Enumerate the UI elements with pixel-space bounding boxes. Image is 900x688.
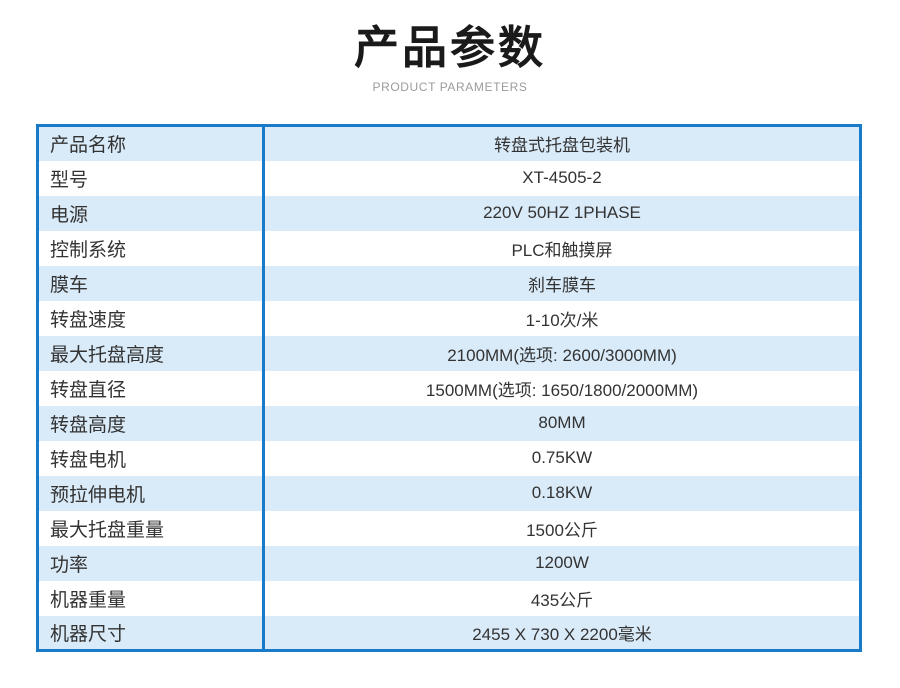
table-row: 机器重量 435公斤 xyxy=(37,580,861,616)
param-value: 1-10次/米 xyxy=(525,310,599,330)
param-value: 1200W xyxy=(535,553,589,572)
param-value: 0.18KW xyxy=(531,483,593,502)
param-value: 0.75KW xyxy=(531,448,593,467)
param-value: PLC和触摸屏 xyxy=(511,240,613,260)
table-row: 产品名称 转盘式托盘包装机 xyxy=(37,125,861,161)
param-value: 80MM xyxy=(538,413,586,432)
param-label: 电源 xyxy=(37,195,265,231)
param-label: 最大托盘重量 xyxy=(37,510,265,546)
table-row: 型号 XT-4505-2 xyxy=(37,160,861,196)
table-row: 机器尺寸 2455 X 730 X 2200毫米 xyxy=(37,615,861,651)
table-row: 预拉伸电机 0.18KW xyxy=(37,475,861,511)
page-subtitle: PRODUCT PARAMETERS xyxy=(372,79,528,94)
param-label: 型号 xyxy=(37,160,265,196)
param-label: 转盘电机 xyxy=(37,440,265,476)
page-title: 产品参数 xyxy=(353,22,546,73)
param-label: 预拉伸电机 xyxy=(37,475,265,511)
param-label: 产品名称 xyxy=(37,125,265,161)
param-label: 机器重量 xyxy=(37,580,265,616)
parameters-table-body: 产品名称 转盘式托盘包装机 型号 XT-4505-2 电源 220V 50HZ … xyxy=(37,125,861,651)
param-value: 1500公斤 xyxy=(526,520,598,540)
table-row: 控制系统 PLC和触摸屏 xyxy=(37,230,861,266)
table-row: 转盘电机 0.75KW xyxy=(37,440,861,476)
param-label: 最大托盘高度 xyxy=(37,335,265,371)
param-label: 转盘高度 xyxy=(37,405,265,441)
table-row: 最大托盘高度 2100MM(选项: 2600/3000MM) xyxy=(37,335,861,371)
param-value: 转盘式托盘包装机 xyxy=(494,136,630,156)
param-value: 刹车膜车 xyxy=(528,275,596,295)
param-label: 控制系统 xyxy=(37,230,265,266)
parameters-table-container: 产品名称 转盘式托盘包装机 型号 XT-4505-2 电源 220V 50HZ … xyxy=(36,124,862,652)
parameters-table: 产品名称 转盘式托盘包装机 型号 XT-4505-2 电源 220V 50HZ … xyxy=(36,124,862,652)
param-value: 2100MM(选项: 2600/3000MM) xyxy=(447,345,677,365)
param-value: 220V 50HZ 1PHASE xyxy=(483,203,641,222)
param-label: 转盘速度 xyxy=(37,300,265,336)
page-header: 产品参数 PRODUCT PARAMETERS xyxy=(0,22,900,94)
param-value: 435公斤 xyxy=(530,590,594,610)
param-label: 膜车 xyxy=(37,265,265,301)
param-label: 机器尺寸 xyxy=(37,615,265,651)
table-row: 功率 1200W xyxy=(37,545,861,581)
table-row: 最大托盘重量 1500公斤 xyxy=(37,510,861,546)
param-value: 2455 X 730 X 2200毫米 xyxy=(472,624,652,644)
param-label: 转盘直径 xyxy=(37,370,265,406)
table-row: 转盘速度 1-10次/米 xyxy=(37,300,861,336)
param-value: 1500MM(选项: 1650/1800/2000MM) xyxy=(425,380,699,400)
table-row: 电源 220V 50HZ 1PHASE xyxy=(37,195,861,231)
param-label: 功率 xyxy=(37,545,265,581)
table-row: 膜车 刹车膜车 xyxy=(37,265,861,301)
table-row: 转盘高度 80MM xyxy=(37,405,861,441)
param-value: XT-4505-2 xyxy=(522,168,602,187)
table-row: 转盘直径 1500MM(选项: 1650/1800/2000MM) xyxy=(37,370,861,406)
